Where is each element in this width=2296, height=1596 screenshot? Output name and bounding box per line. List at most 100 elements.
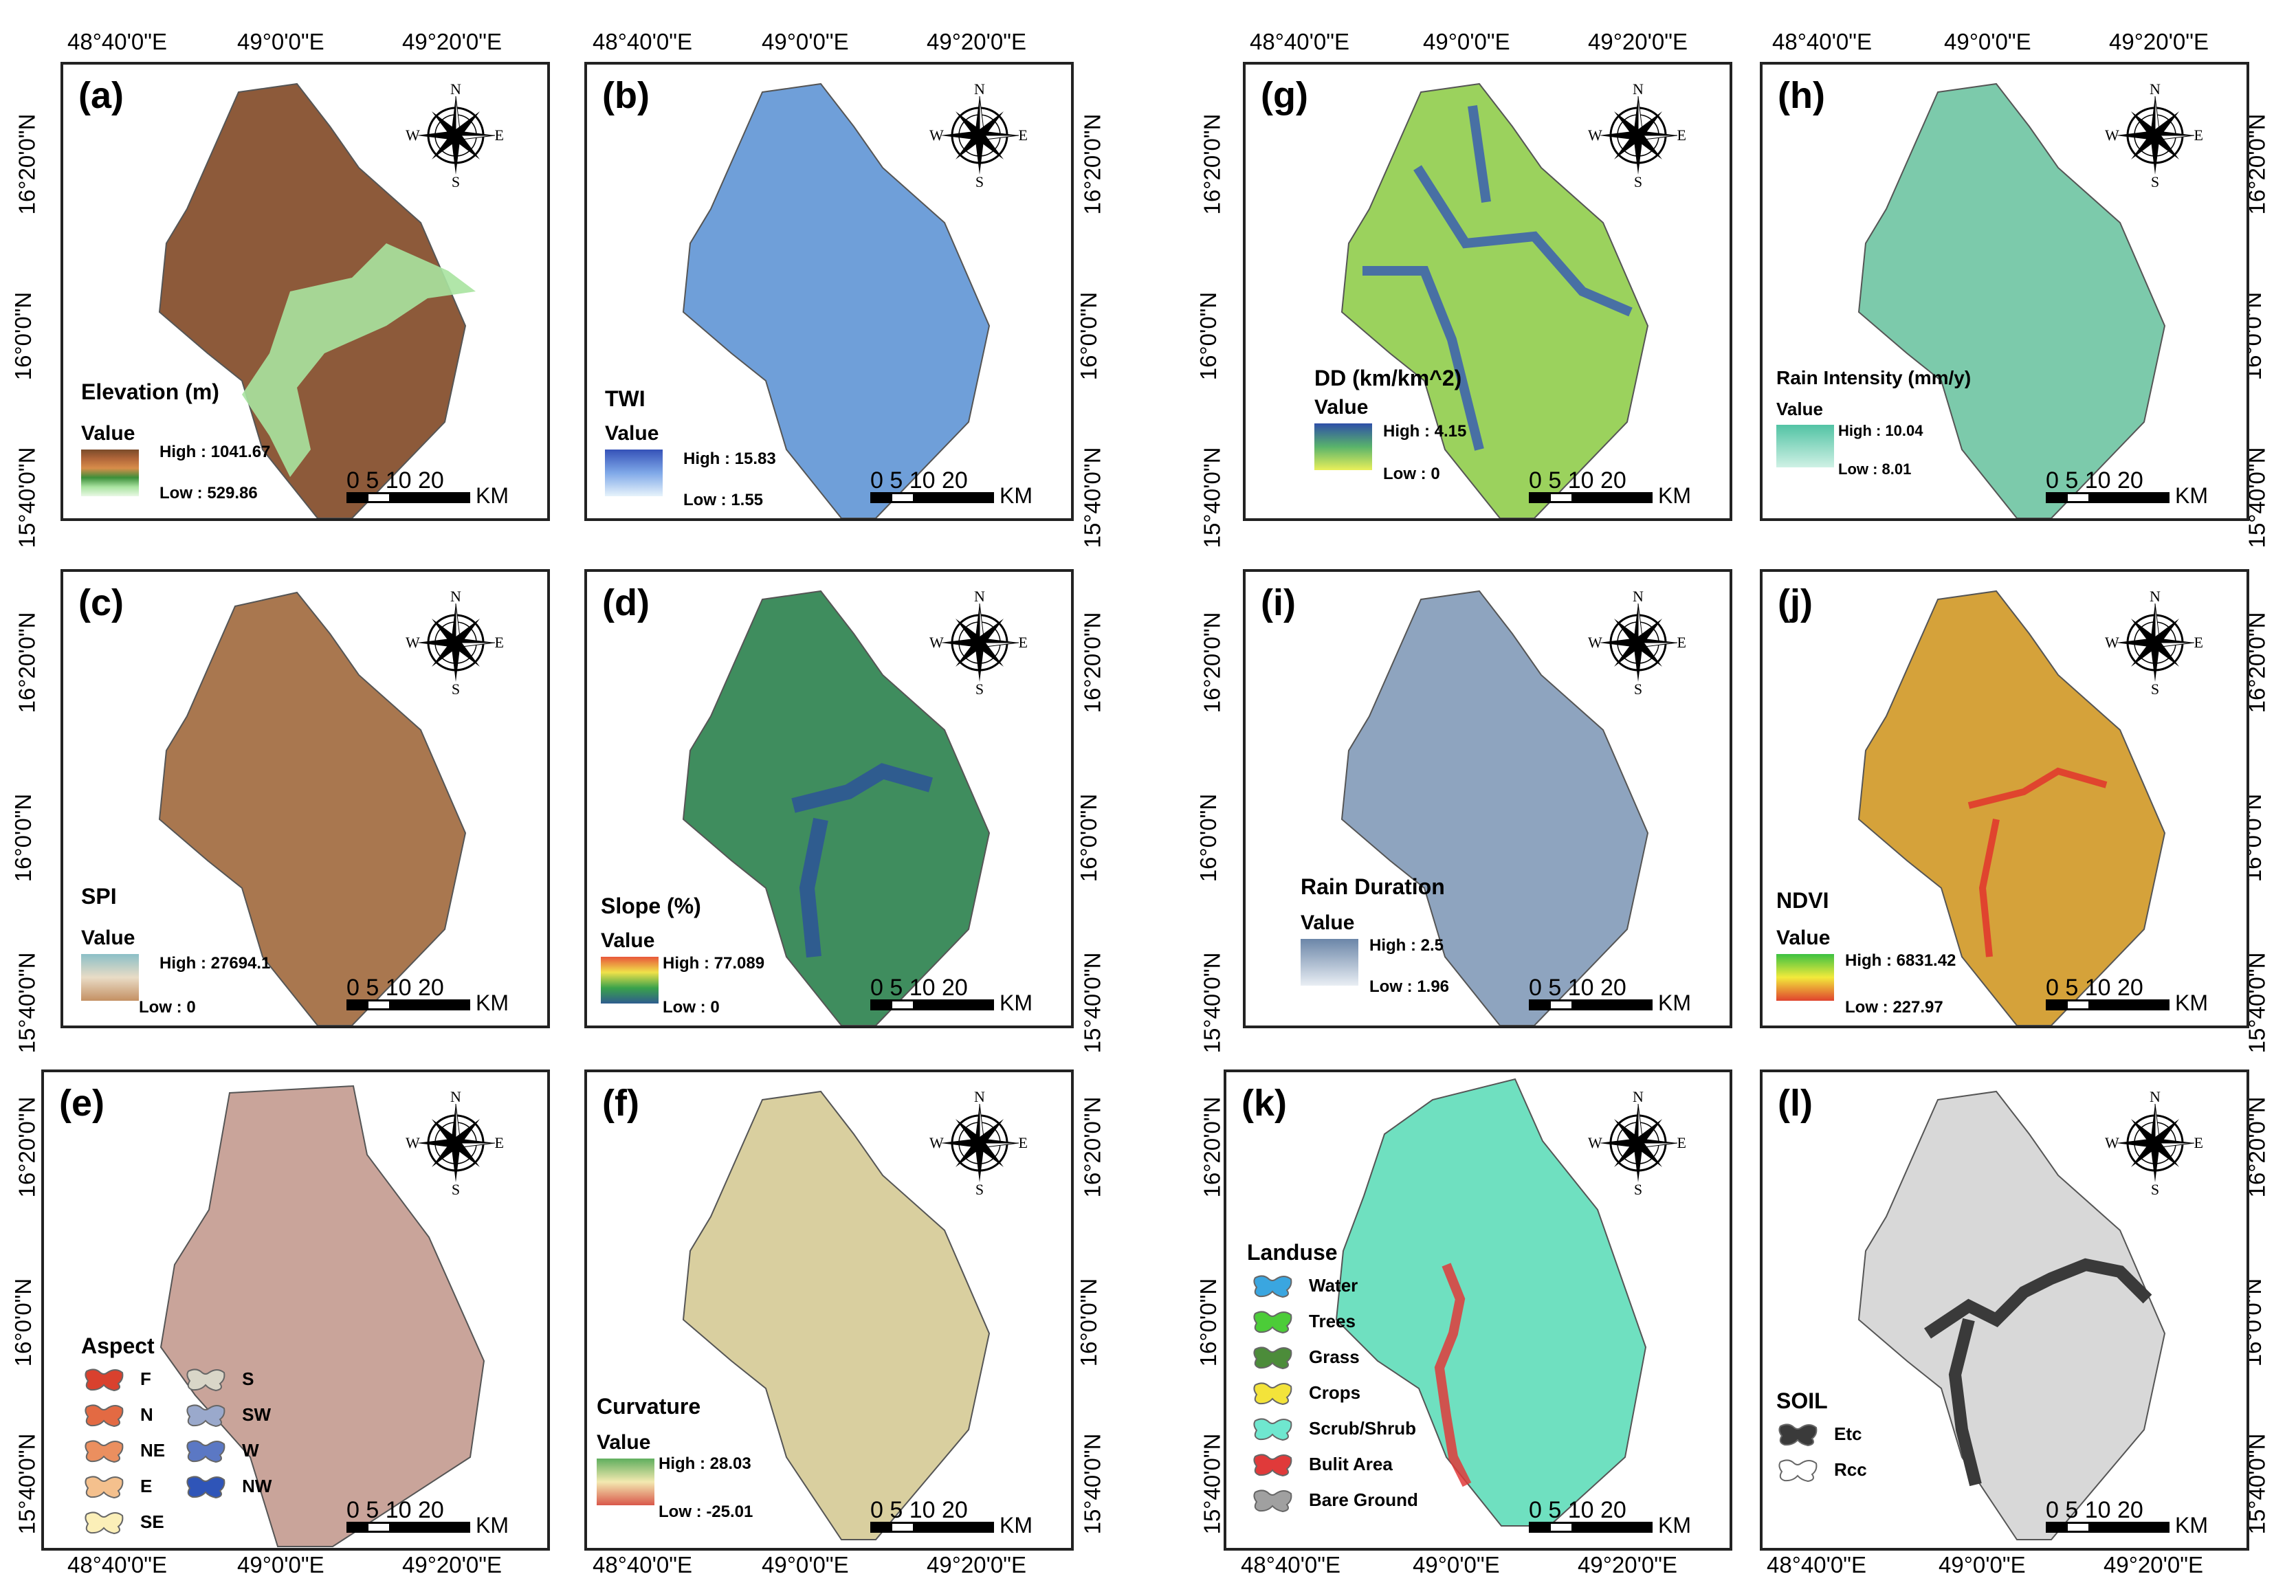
- reservoir-shape: [242, 243, 476, 477]
- scale-numbers: 0 5 10 20: [870, 1497, 968, 1523]
- scale-bar: 0 5 10 20 KM: [1529, 975, 1714, 1016]
- legend-high: High : 4.15: [1383, 422, 1467, 441]
- legend-low: Low : 227.97: [1845, 998, 1943, 1017]
- legend-class-label: NE: [140, 1439, 166, 1461]
- lat-label-mid-1: 16°20'0"N: [1079, 113, 1105, 215]
- basin-shape: [1857, 82, 2166, 518]
- compass-rose-icon: N S E W: [404, 1088, 507, 1198]
- lat-label-left-3: 15°40'0"N: [14, 447, 40, 548]
- basin-map: [682, 1090, 991, 1540]
- legend-class-item: NE: [82, 1432, 165, 1468]
- compass-w: W: [929, 1134, 944, 1151]
- scale-numbers: 0 5 10 20: [1529, 1497, 1626, 1523]
- legend-class-item: Bare Ground: [1251, 1482, 1418, 1518]
- lon-label-top-h1: 48°40'0"E: [1772, 29, 1872, 54]
- scale-bar-graphic: [2046, 1522, 2170, 1533]
- lat-label-mid2-9: 15°40'0"N: [1199, 1433, 1225, 1535]
- legend-color-ramp: [81, 450, 139, 496]
- legend-title: Rain Intensity (mm/y): [1776, 367, 1972, 388]
- basin-shape: [1857, 590, 2166, 1026]
- basin-shape: [1340, 82, 1649, 518]
- compass-n: N: [1633, 1091, 1644, 1105]
- compass-s: S: [975, 1181, 984, 1195]
- panel-label: (i): [1261, 582, 1296, 623]
- lat-label-mid2-2: 16°0'0"N: [1195, 291, 1222, 381]
- basin-shape: [159, 1085, 485, 1547]
- legend-class-label: SW: [242, 1404, 272, 1425]
- scale-bar-graphic: [1529, 999, 1653, 1010]
- lon-label-top-g2: 49°0'0"E: [1423, 29, 1510, 54]
- scale-unit: KM: [476, 1513, 509, 1538]
- legend-class-label: S: [242, 1368, 254, 1389]
- basin-map: [1857, 590, 2166, 1026]
- map-panel-a: (a) Elevation (m) Value High : 1041.67 L…: [60, 62, 550, 521]
- lat-label-left-1: 16°20'0"N: [14, 113, 40, 215]
- map-panel-k: (k) Landuse Water Trees Grass Crops Scrub/Sh…: [1224, 1069, 1732, 1551]
- compass-w: W: [1588, 634, 1602, 651]
- lon-label-top-a3: 49°20'0"E: [402, 29, 502, 54]
- compass-n: N: [2150, 84, 2161, 98]
- scale-unit: KM: [1000, 990, 1033, 1015]
- lon-label-top-b2: 49°0'0"E: [762, 29, 849, 54]
- lat-label-left-4: 16°20'0"N: [14, 612, 40, 713]
- scale-numbers: 0 5 10 20: [870, 975, 968, 1001]
- scale-numbers: 0 5 10 20: [2046, 467, 2143, 494]
- map-panel-l: (l) SOIL Etc Rcc N S E W 0 5 10 20 KM: [1760, 1069, 2249, 1551]
- scale-bar: 0 5 10 20 KM: [2046, 467, 2231, 509]
- lon-label-bottom-f3: 49°20'0"E: [927, 1552, 1026, 1577]
- panel-label: (e): [59, 1083, 104, 1124]
- compass-w: W: [406, 634, 420, 651]
- panel-label: (h): [1778, 75, 1825, 116]
- compass-e: E: [1019, 634, 1028, 651]
- lon-label-top-g3: 49°20'0"E: [1588, 29, 1688, 54]
- legend-class-label: Trees: [1309, 1310, 1356, 1331]
- legend-high: High : 10.04: [1838, 422, 1923, 439]
- compass-e: E: [1677, 126, 1686, 144]
- panel-label: (b): [602, 75, 650, 116]
- legend-low: Low : -25.01: [659, 1503, 753, 1521]
- scale-numbers: 0 5 10 20: [1529, 467, 1626, 494]
- basin-shape: [682, 1090, 991, 1540]
- compass-w: W: [2105, 634, 2119, 651]
- basin-map: [682, 82, 991, 518]
- compass-s: S: [975, 680, 984, 694]
- legend-class-item: Water: [1251, 1267, 1418, 1303]
- lat-label-mid-5: 16°0'0"N: [1076, 793, 1102, 883]
- legend-color-ramp: [1776, 954, 1834, 1001]
- panel-label: (l): [1778, 1083, 1813, 1124]
- lat-label-mid2-6: 15°40'0"N: [1199, 952, 1225, 1054]
- legend-value-label: Value: [81, 422, 135, 445]
- scale-bar-graphic: [1529, 1522, 1653, 1533]
- compass-w: W: [1588, 126, 1602, 144]
- compass-s: S: [452, 680, 460, 694]
- legend-color-ramp: [601, 957, 659, 1004]
- scale-unit: KM: [1658, 483, 1691, 508]
- map-panel-d: (d) Slope (%) Value High : 77.089 Low : …: [584, 569, 1074, 1028]
- legend-title: Rain Duration: [1301, 874, 1445, 899]
- scale-bar-graphic: [870, 999, 994, 1010]
- lat-label-mid-4: 16°20'0"N: [1079, 612, 1105, 713]
- basin-shape: [1340, 590, 1649, 1026]
- scale-bar-graphic: [346, 492, 470, 503]
- legend-low: Low : 529.86: [159, 484, 258, 502]
- legend-value-label: Value: [605, 422, 659, 445]
- legend-title: DD (km/km^2): [1314, 366, 1462, 390]
- lon-label-bottom-k3: 49°20'0"E: [1578, 1552, 1677, 1577]
- legend-class-item: F: [82, 1361, 165, 1397]
- compass-w: W: [406, 1134, 420, 1151]
- legend-class-label: Etc: [1834, 1423, 1862, 1444]
- legend-high: High : 28.03: [659, 1454, 751, 1473]
- legend-color-ramp: [597, 1459, 654, 1505]
- scale-unit: KM: [2175, 990, 2208, 1015]
- legend-title: Landuse: [1247, 1240, 1338, 1265]
- compass-n: N: [450, 1091, 461, 1105]
- scale-numbers: 0 5 10 20: [1529, 975, 1626, 1001]
- scale-bar: 0 5 10 20 KM: [2046, 975, 2231, 1016]
- legend-class-item: Grass: [1251, 1339, 1418, 1375]
- compass-s: S: [2151, 1181, 2159, 1195]
- lon-label-top-h3: 49°20'0"E: [2109, 29, 2209, 54]
- panel-label: (g): [1261, 75, 1308, 116]
- panel-label: (c): [78, 582, 124, 623]
- lat-label-left-5: 16°0'0"N: [10, 793, 36, 883]
- lon-label-bottom-k1: 48°40'0"E: [1241, 1552, 1340, 1577]
